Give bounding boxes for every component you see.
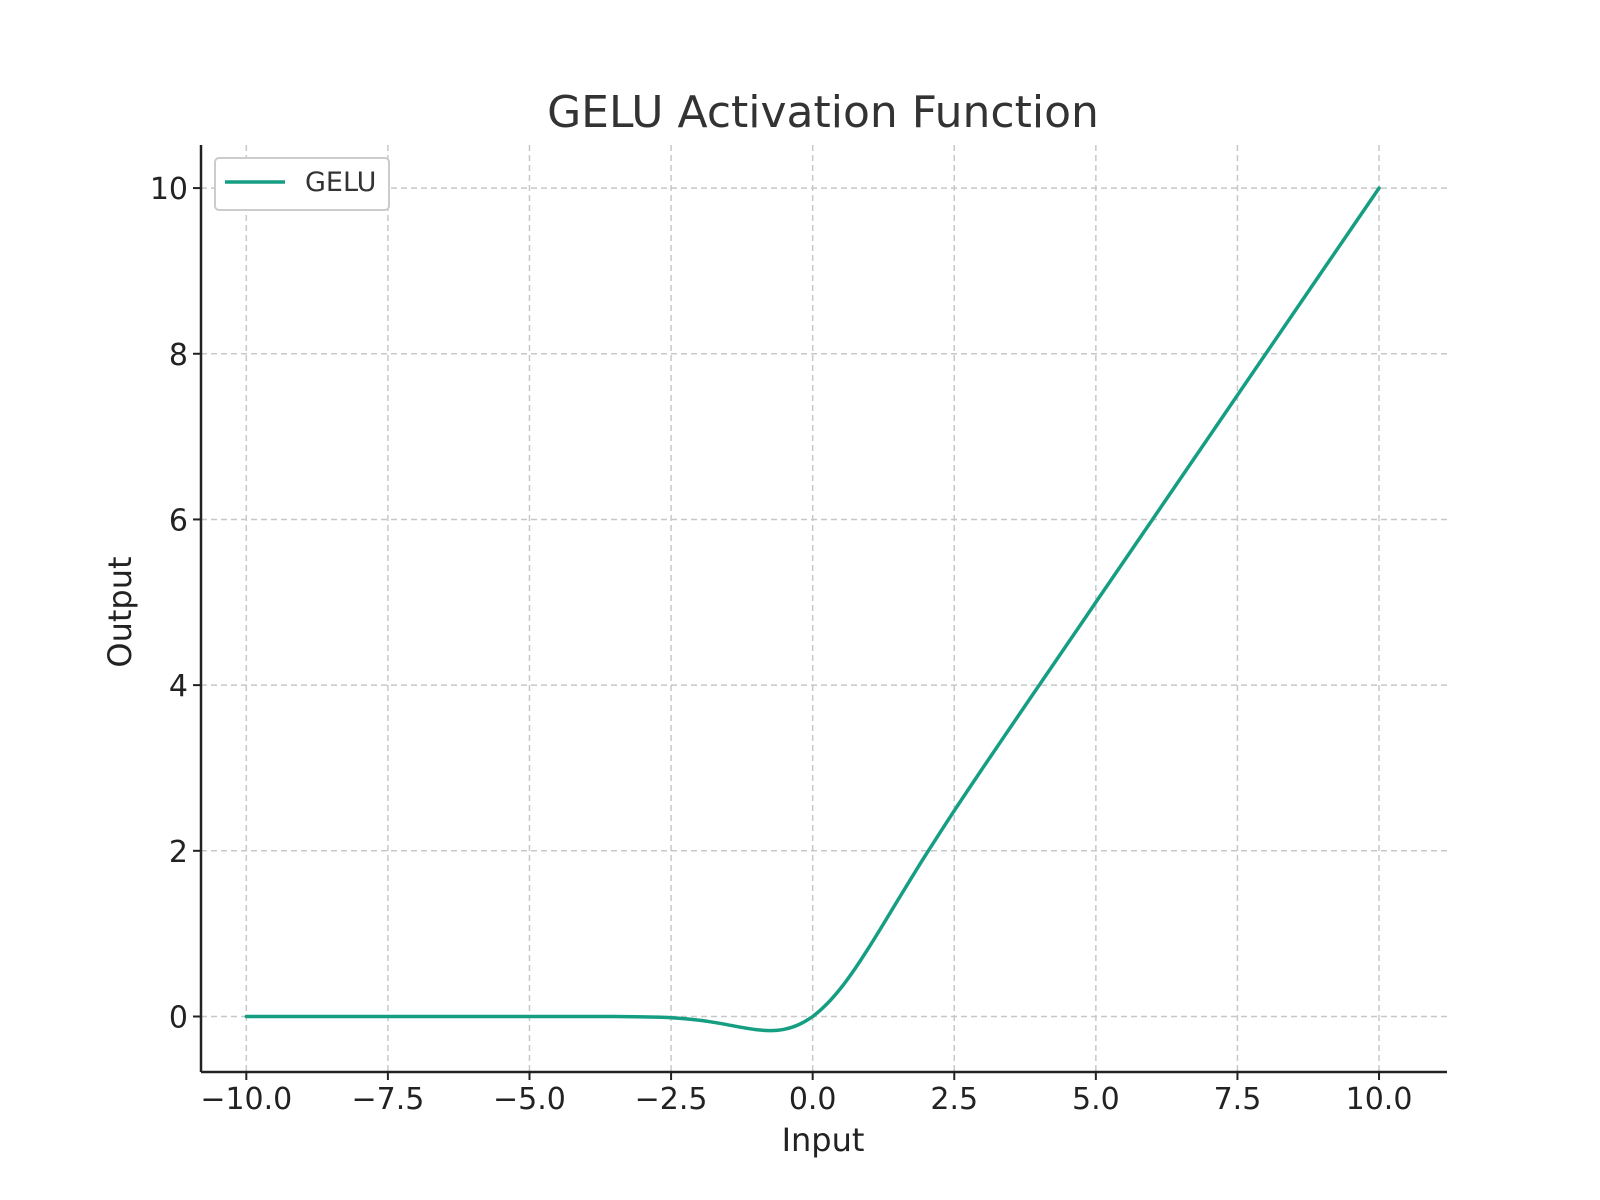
- legend: GELU: [214, 157, 390, 211]
- x-tick-label: 10.0: [1346, 1082, 1413, 1117]
- y-tick-label: 2: [169, 835, 188, 870]
- x-tick-label: 7.5: [1214, 1082, 1262, 1117]
- x-tick-label: −10.0: [200, 1082, 292, 1117]
- x-tick-label: 0.0: [789, 1082, 837, 1117]
- x-tick-label: −2.5: [635, 1082, 708, 1117]
- y-tick-label: 4: [169, 669, 188, 704]
- y-tick-label: 10: [150, 172, 188, 207]
- x-tick-label: −7.5: [351, 1082, 424, 1117]
- x-tick-label: −5.0: [493, 1082, 566, 1117]
- y-tick-label: 8: [169, 338, 188, 373]
- legend-label-gelu: GELU: [305, 167, 376, 198]
- y-tick-label: 6: [169, 503, 188, 538]
- y-axis-ticks: 0 2 4 6 8 10: [150, 172, 201, 1035]
- x-axis-label: Input: [782, 1121, 865, 1159]
- series-line-gelu: [244, 186, 1381, 1033]
- legend-box: [214, 157, 390, 211]
- y-tick-label: 0: [169, 1000, 188, 1035]
- x-axis-ticks: −10.0 −7.5 −5.0 −2.5 0.0 2.5 5.0 7.5 10.0: [200, 1072, 1412, 1117]
- grid: [201, 145, 1447, 1072]
- chart-title: GELU Activation Function: [547, 87, 1099, 138]
- x-tick-label: 2.5: [930, 1082, 978, 1117]
- x-tick-label: 5.0: [1072, 1082, 1120, 1117]
- y-axis-label: Output: [101, 556, 139, 667]
